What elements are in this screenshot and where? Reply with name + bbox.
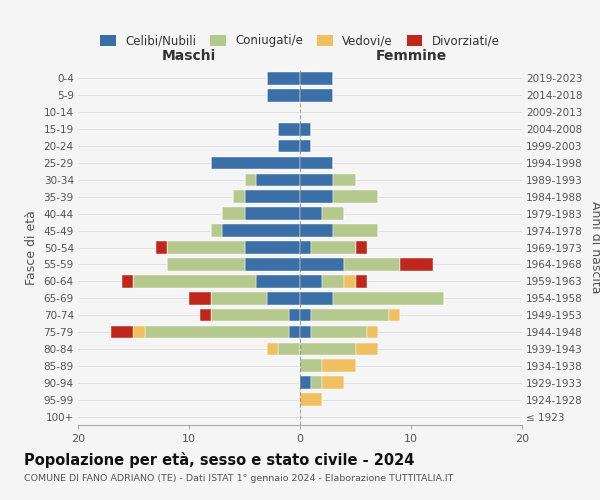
Bar [300, 123, 311, 136]
Bar [322, 376, 344, 389]
Bar [300, 89, 334, 102]
Bar [300, 241, 311, 254]
Bar [344, 258, 400, 270]
Bar [223, 208, 245, 220]
Bar [311, 326, 367, 338]
Text: COMUNE DI FANO ADRIANO (TE) - Dati ISTAT 1° gennaio 2024 - Elaborazione TUTTITAL: COMUNE DI FANO ADRIANO (TE) - Dati ISTAT… [24, 474, 454, 483]
Bar [222, 224, 300, 237]
Bar [278, 123, 300, 136]
Bar [389, 309, 400, 322]
Bar [300, 224, 334, 237]
Bar [122, 275, 133, 287]
Bar [300, 292, 334, 304]
Bar [300, 360, 322, 372]
Bar [167, 241, 245, 254]
Bar [334, 292, 444, 304]
Bar [245, 258, 300, 270]
Bar [245, 208, 300, 220]
Bar [300, 326, 311, 338]
Text: Popolazione per età, sesso e stato civile - 2024: Popolazione per età, sesso e stato civil… [24, 452, 415, 468]
Bar [266, 89, 300, 102]
Bar [367, 326, 378, 338]
Bar [300, 275, 322, 287]
Bar [300, 156, 334, 170]
Bar [322, 275, 344, 287]
Bar [211, 156, 300, 170]
Bar [334, 224, 378, 237]
Bar [355, 342, 378, 355]
Bar [156, 241, 167, 254]
Bar [133, 275, 256, 287]
Bar [200, 309, 211, 322]
Y-axis label: Anni di nascita: Anni di nascita [589, 201, 600, 294]
Bar [300, 72, 334, 85]
Bar [256, 174, 300, 186]
Bar [111, 326, 133, 338]
Bar [344, 275, 355, 287]
Bar [278, 342, 300, 355]
Bar [300, 376, 311, 389]
Bar [167, 258, 245, 270]
Bar [245, 174, 256, 186]
Bar [266, 292, 300, 304]
Bar [245, 190, 300, 203]
Bar [355, 241, 367, 254]
Bar [145, 326, 289, 338]
Bar [266, 72, 300, 85]
Bar [278, 140, 300, 152]
Bar [334, 174, 355, 186]
Bar [300, 174, 334, 186]
Bar [400, 258, 433, 270]
Bar [266, 342, 278, 355]
Bar [300, 394, 322, 406]
Bar [289, 326, 300, 338]
Bar [300, 342, 355, 355]
Bar [322, 360, 355, 372]
Bar [355, 275, 367, 287]
Bar [300, 208, 322, 220]
Bar [211, 292, 266, 304]
Bar [245, 241, 300, 254]
Bar [133, 326, 145, 338]
Text: Maschi: Maschi [162, 49, 216, 63]
Bar [300, 140, 311, 152]
Bar [311, 309, 389, 322]
Bar [289, 309, 300, 322]
Bar [300, 258, 344, 270]
Bar [311, 241, 355, 254]
Bar [300, 190, 334, 203]
Text: Femmine: Femmine [376, 49, 446, 63]
Bar [189, 292, 211, 304]
Y-axis label: Fasce di età: Fasce di età [25, 210, 38, 285]
Bar [311, 376, 322, 389]
Bar [233, 190, 245, 203]
Bar [256, 275, 300, 287]
Bar [334, 190, 378, 203]
Legend: Celibi/Nubili, Coniugati/e, Vedovi/e, Divorziati/e: Celibi/Nubili, Coniugati/e, Vedovi/e, Di… [96, 30, 504, 52]
Bar [322, 208, 344, 220]
Bar [300, 309, 311, 322]
Bar [211, 309, 289, 322]
Bar [211, 224, 222, 237]
